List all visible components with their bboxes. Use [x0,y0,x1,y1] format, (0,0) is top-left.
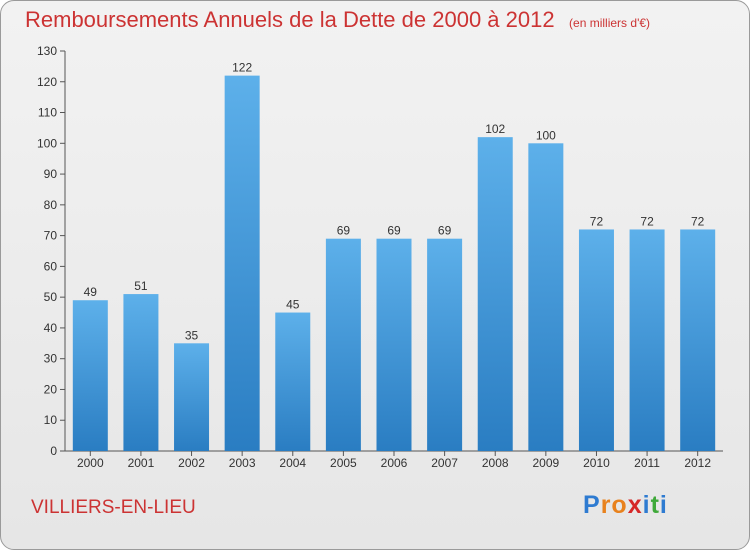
y-tick-label: 130 [37,44,57,58]
value-label: 102 [485,122,505,136]
value-label: 122 [232,61,252,75]
logo-letter: x [627,491,643,519]
x-tick-label: 2005 [330,456,357,470]
bar-2001 [123,294,159,451]
y-tick-label: 120 [37,75,57,89]
x-tick-label: 2009 [532,456,559,470]
x-tick-label: 2004 [279,456,306,470]
bar-2000 [72,300,108,451]
bar-2003 [224,75,260,451]
value-label: 72 [590,214,604,228]
y-tick-label: 90 [44,167,58,181]
logo-letter: r [600,491,612,519]
value-label: 72 [691,214,705,228]
value-label: 72 [640,214,654,228]
y-tick-label: 20 [44,382,58,396]
bar-2012 [680,229,716,451]
logo-letter: i [642,491,651,519]
value-label: 49 [84,285,98,299]
x-tick-label: 2008 [482,456,509,470]
logo-letter: i [659,491,668,519]
y-tick-label: 100 [37,136,57,150]
x-tick-label: 2003 [229,456,256,470]
x-tick-label: 2002 [178,456,205,470]
logo-letter: t [650,491,660,519]
value-label: 35 [185,328,199,342]
logo-letter: o [611,491,628,519]
value-label: 51 [134,279,148,293]
bar-2002 [174,343,210,451]
bar-2009 [528,143,564,452]
y-tick-label: 0 [50,444,57,458]
value-label: 45 [286,298,300,312]
bar-2004 [275,312,311,451]
chart-subtitle: (en milliers d'€) [569,16,651,30]
commune-name: VILLIERS-EN-LIEU [31,497,196,518]
y-tick-label: 10 [44,413,58,427]
y-tick-label: 60 [44,259,58,273]
x-tick-label: 2011 [634,456,660,470]
x-tick-label: 2010 [583,456,610,470]
value-label: 69 [438,224,452,238]
y-tick-label: 70 [44,229,58,243]
bar-2007 [427,238,463,451]
x-tick-label: 2012 [684,456,711,470]
value-label: 100 [536,128,556,142]
chart-title: Remboursements Annuels de la Dette de 20… [25,7,555,32]
x-tick-label: 2000 [77,456,104,470]
title-row: Remboursements Annuels de la Dette de 20… [25,7,650,33]
y-tick-label: 50 [44,290,58,304]
x-tick-label: 2001 [128,456,155,470]
bar-2011 [629,229,665,451]
x-tick-label: 2006 [381,456,408,470]
bar-2010 [578,229,614,451]
value-label: 69 [337,224,351,238]
y-tick-label: 80 [44,198,58,212]
bar-2006 [376,238,412,451]
y-tick-label: 110 [38,106,57,120]
y-tick-label: 30 [44,352,58,366]
proxiti-logo: Proxiti [583,491,668,520]
value-label: 69 [387,224,401,238]
y-tick-label: 40 [44,321,58,335]
bar-2008 [477,137,513,451]
logo-letter: P [583,491,601,519]
x-tick-label: 2007 [431,456,458,470]
bar-2005 [325,238,361,451]
